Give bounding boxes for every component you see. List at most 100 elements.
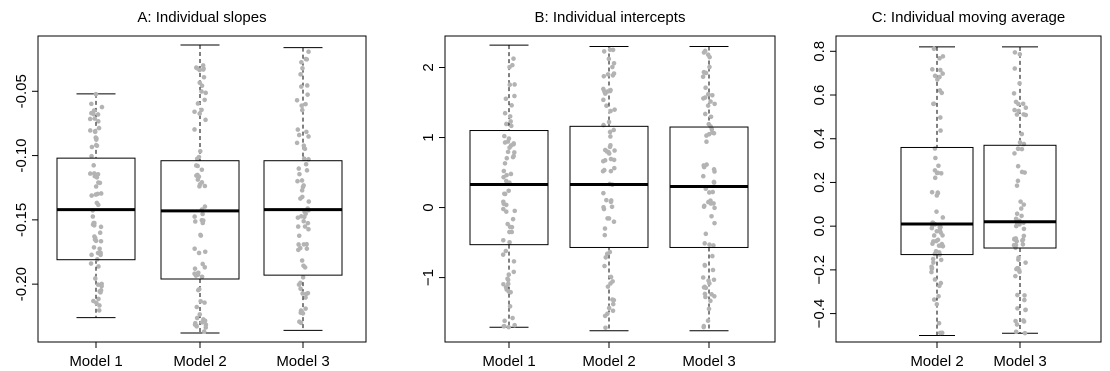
data-point	[703, 231, 709, 237]
data-point	[97, 303, 102, 308]
data-point	[701, 203, 707, 209]
data-point	[604, 149, 610, 154]
data-point	[98, 191, 104, 196]
data-point	[506, 136, 512, 141]
box-model-3	[669, 46, 749, 332]
data-point	[502, 191, 508, 197]
data-point	[932, 146, 938, 151]
data-point	[710, 267, 716, 273]
data-point	[193, 65, 199, 70]
data-point	[509, 224, 515, 230]
data-point	[608, 134, 613, 139]
data-point	[197, 312, 203, 317]
y-tick-label: 0.8	[811, 41, 828, 62]
data-point	[300, 275, 306, 280]
data-point	[605, 72, 611, 77]
data-point	[96, 264, 101, 269]
data-point	[1014, 183, 1020, 188]
data-point	[711, 167, 717, 172]
data-point	[193, 163, 199, 168]
data-point	[91, 245, 97, 250]
data-point	[929, 266, 935, 272]
data-point	[938, 224, 943, 230]
data-point	[1015, 163, 1021, 169]
data-point	[297, 319, 302, 325]
data-point	[930, 67, 935, 72]
data-point	[297, 171, 302, 177]
data-point	[511, 142, 516, 147]
data-point	[202, 204, 208, 209]
data-point	[702, 262, 708, 268]
panel-title: B: Individual intercepts	[535, 9, 686, 26]
data-point	[701, 324, 706, 330]
data-point	[91, 163, 96, 168]
data-point	[936, 320, 942, 326]
data-point	[501, 281, 506, 287]
data-point	[504, 121, 509, 127]
data-point	[295, 224, 301, 229]
data-point	[608, 142, 613, 148]
data-point	[1015, 306, 1020, 311]
data-point	[198, 232, 203, 238]
data-point	[501, 168, 507, 174]
data-point	[506, 272, 512, 277]
data-point	[303, 101, 308, 107]
data-point	[294, 98, 300, 103]
data-point	[295, 178, 300, 184]
data-point	[296, 242, 301, 247]
data-point	[931, 260, 936, 265]
data-point	[1021, 112, 1026, 117]
data-point	[201, 67, 206, 72]
data-point	[1018, 206, 1024, 211]
data-point	[932, 277, 938, 282]
data-point	[92, 116, 98, 121]
data-point	[306, 199, 312, 204]
data-point	[940, 54, 946, 59]
data-point	[197, 111, 202, 116]
data-point	[89, 153, 94, 159]
data-point	[504, 287, 509, 292]
x-tick-label: Model 1	[69, 353, 122, 370]
data-point	[92, 235, 98, 241]
data-point	[1020, 101, 1026, 107]
data-point	[938, 128, 943, 133]
y-tick-label: −1	[420, 269, 437, 286]
data-point	[608, 199, 614, 205]
box-model-2	[160, 44, 240, 334]
data-point	[712, 220, 717, 226]
data-point	[1016, 257, 1021, 262]
data-point	[512, 82, 517, 87]
data-point	[601, 167, 607, 173]
data-point	[1012, 50, 1018, 55]
data-point	[929, 189, 935, 195]
data-point	[712, 294, 717, 299]
data-point	[512, 93, 517, 99]
data-point	[96, 308, 102, 313]
data-point	[296, 166, 302, 171]
data-point	[601, 190, 606, 196]
data-point	[940, 215, 946, 220]
data-point	[501, 206, 506, 212]
data-point	[1021, 318, 1026, 323]
data-point	[606, 216, 612, 221]
data-point	[1023, 307, 1028, 313]
data-point	[610, 301, 616, 307]
data-point	[199, 89, 204, 94]
box-model-3	[983, 46, 1057, 336]
y-tick-label: 0.2	[811, 172, 828, 193]
y-tick-label: 2	[420, 63, 437, 71]
data-point	[940, 71, 945, 76]
data-point	[608, 281, 613, 286]
data-point	[98, 288, 104, 293]
data-point	[96, 180, 101, 185]
x-tick-label: Model 2	[582, 353, 635, 370]
data-point	[702, 111, 708, 117]
data-point	[199, 274, 205, 280]
data-point	[1014, 211, 1020, 217]
data-point	[201, 74, 207, 80]
data-point	[303, 306, 308, 311]
data-point	[301, 143, 307, 148]
data-point	[306, 134, 311, 139]
data-point	[511, 56, 516, 61]
data-point	[305, 220, 311, 226]
